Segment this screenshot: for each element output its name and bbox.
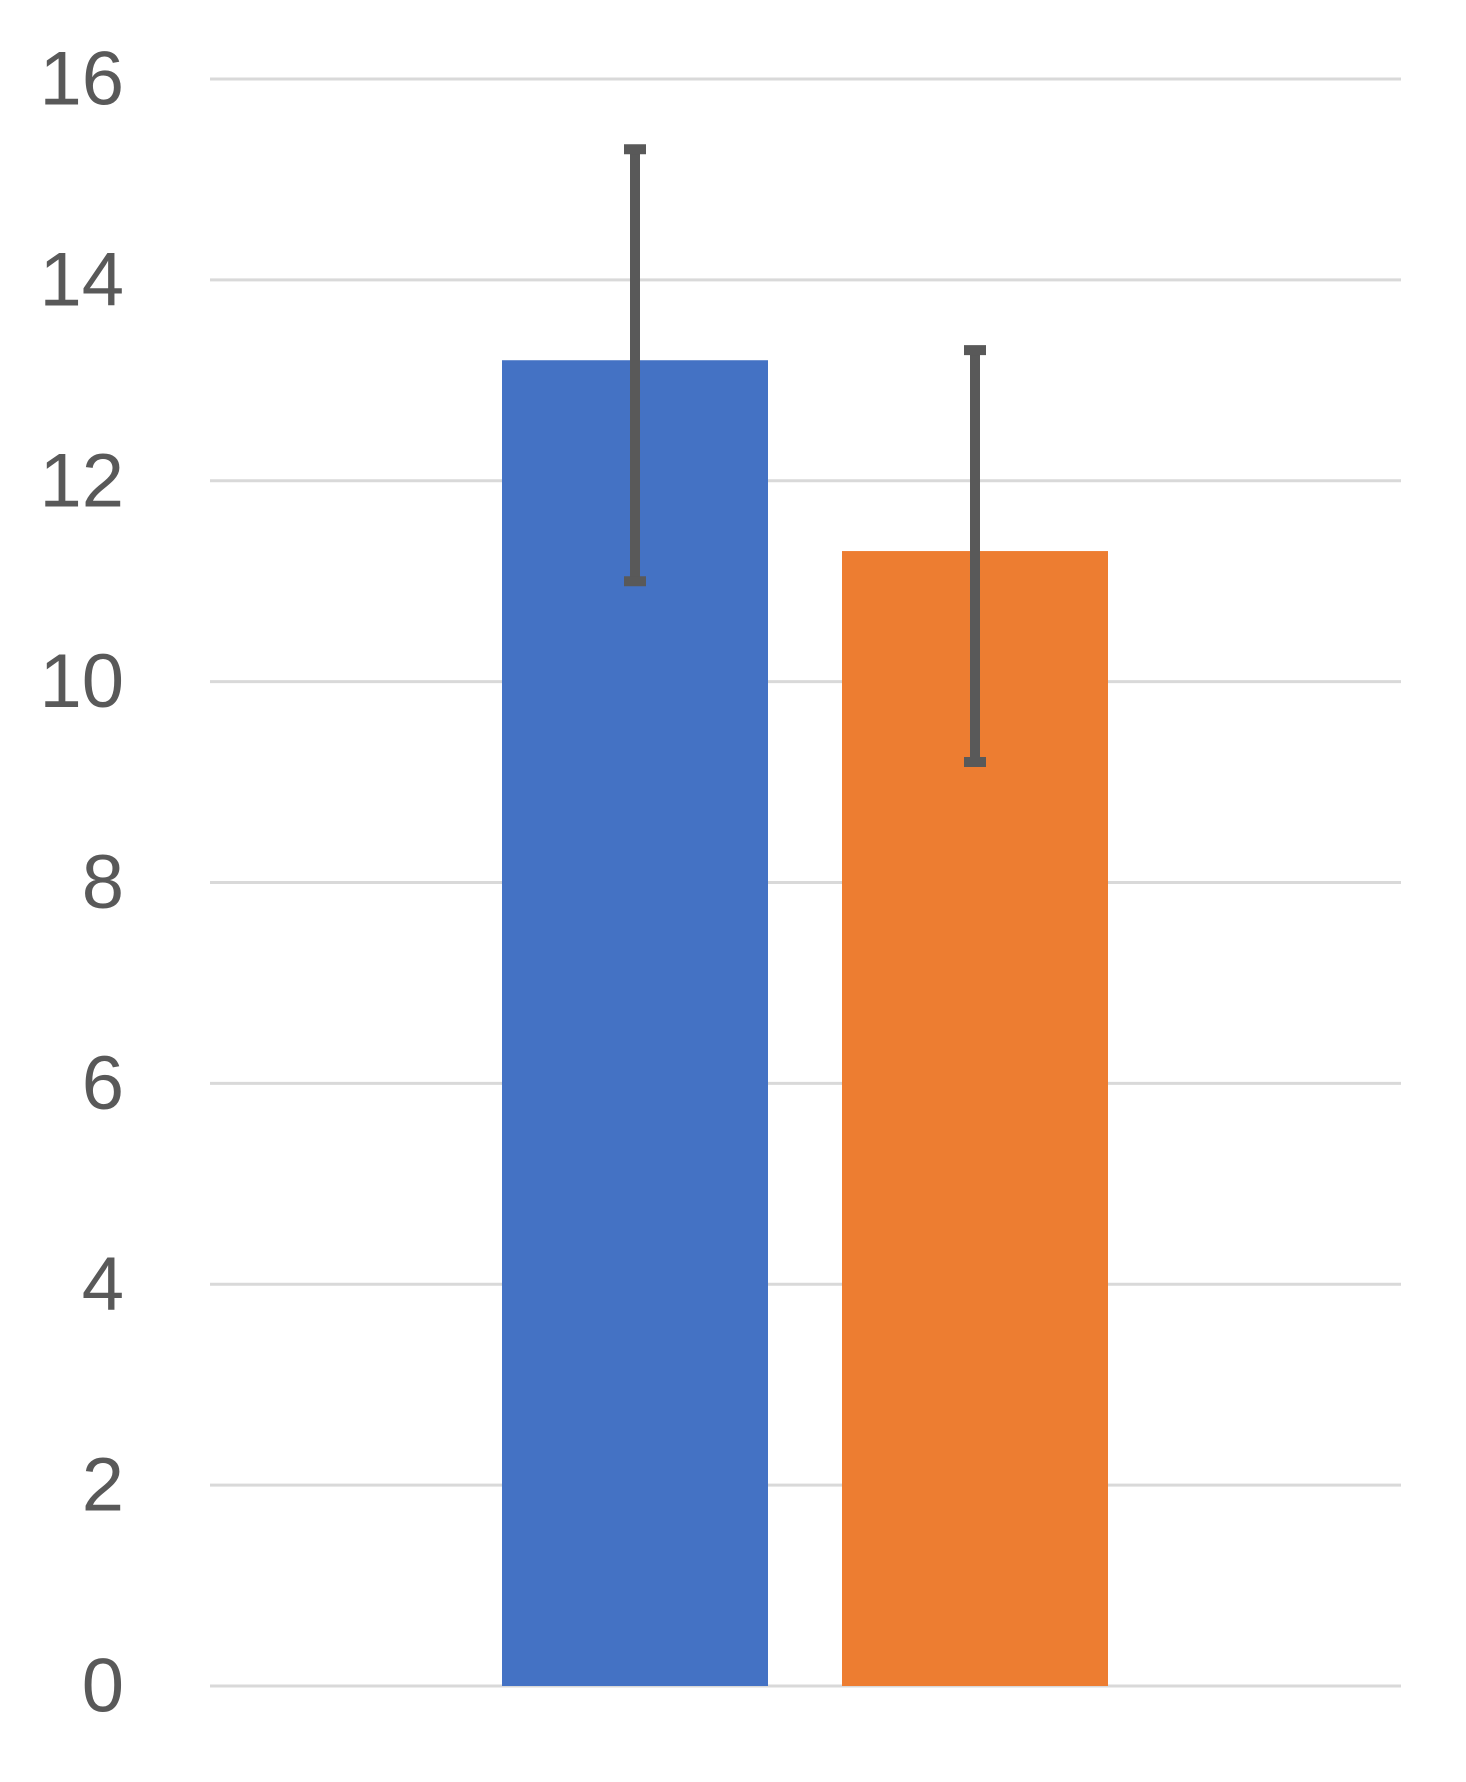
y-tick-label: 12 [39, 438, 124, 523]
y-tick-label: 16 [39, 37, 124, 122]
bars [502, 360, 1108, 1687]
error-bars [624, 144, 986, 767]
y-tick-label: 4 [82, 1242, 124, 1327]
y-tick-label: 2 [82, 1443, 124, 1528]
y-axis-tick-labels: 0 2 4 6 8 10 12 14 16 [39, 37, 124, 1729]
y-tick-label: 8 [82, 840, 124, 925]
y-tick-label: 6 [82, 1041, 124, 1126]
y-tick-label: 10 [39, 639, 124, 724]
y-tick-label: 14 [39, 237, 124, 322]
y-tick-label: 0 [82, 1644, 124, 1729]
gridlines [210, 77, 1401, 1688]
